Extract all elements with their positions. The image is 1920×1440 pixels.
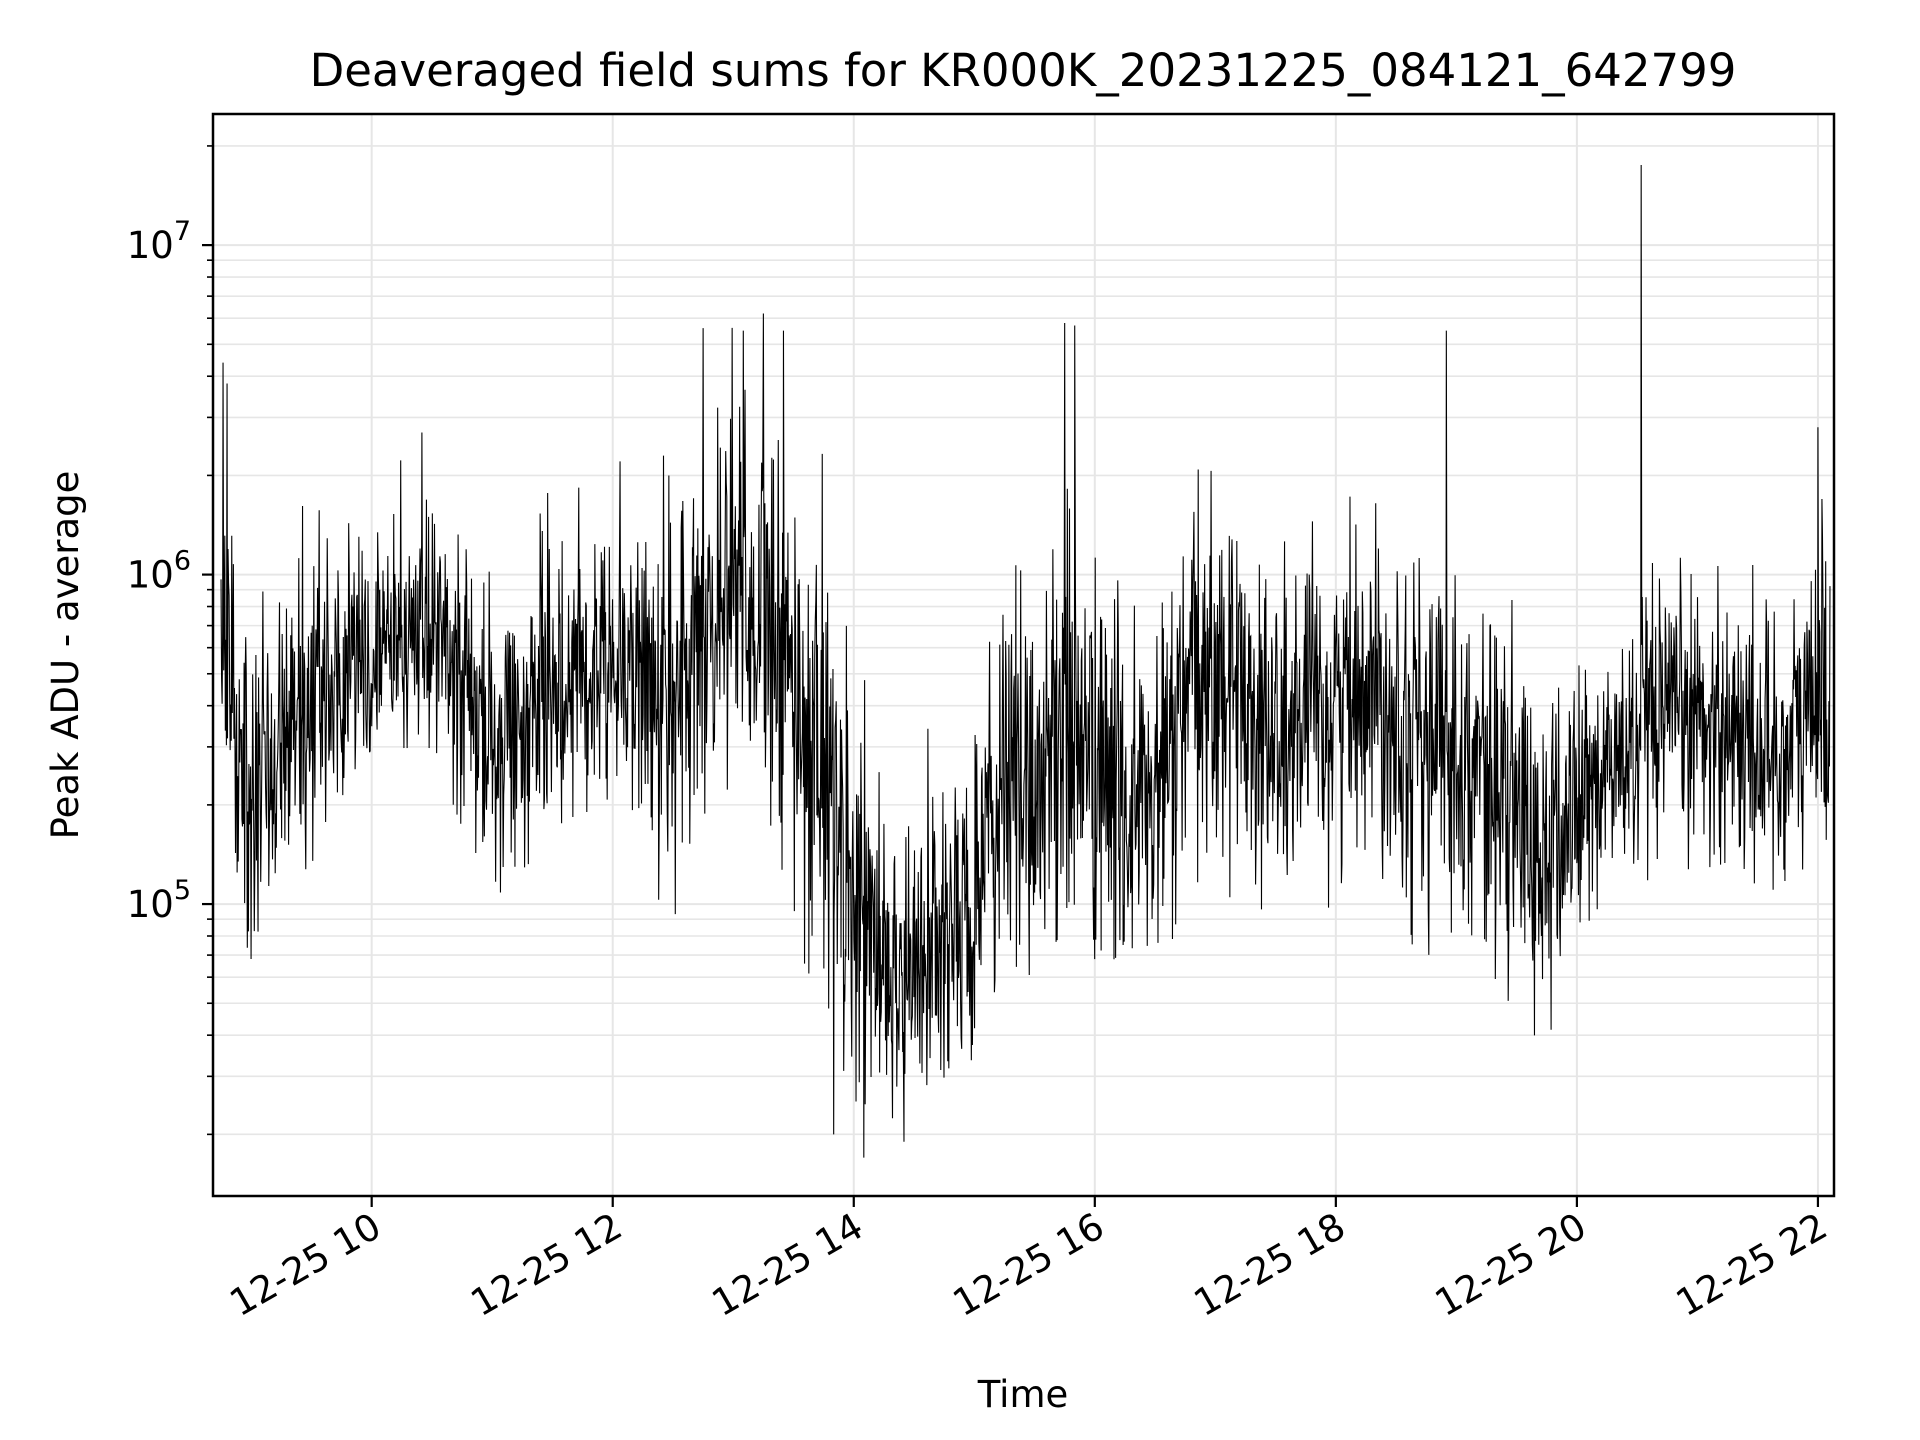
chart-title: Deaveraged field sums for KR000K_2023122… bbox=[310, 44, 1737, 97]
plot-frame bbox=[211, 112, 1836, 1198]
series-path bbox=[220, 165, 1831, 1158]
x-axis-label: Time bbox=[977, 1373, 1069, 1416]
y-tick-label: 106 bbox=[127, 546, 191, 597]
y-tick-label: 105 bbox=[127, 875, 191, 926]
y-axis-label: Peak ADU - average bbox=[44, 471, 87, 840]
y-tick-label: 107 bbox=[127, 216, 191, 267]
series-line bbox=[220, 165, 1831, 1158]
